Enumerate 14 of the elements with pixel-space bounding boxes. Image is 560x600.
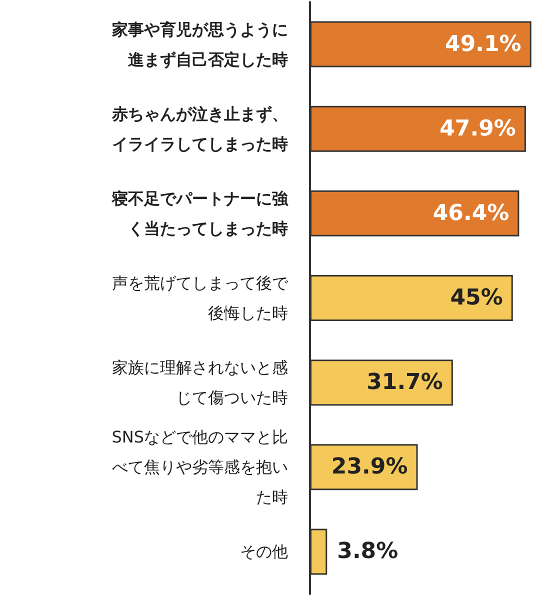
y-tick-label: 家族に理解されないと感じて傷ついた時 [112, 358, 288, 408]
data-label: 31.7% [366, 370, 443, 396]
y-tick-label: 声を荒げてしまって後で後悔した時 [112, 274, 289, 322]
y-tick-label: SNSなどで他のママと比べて焦りや劣等感を抱いた時 [112, 428, 288, 507]
y-tick-label: その他 [240, 542, 288, 562]
data-label: 3.8% [337, 539, 398, 564]
data-label: 47.9% [440, 116, 516, 142]
data-label: 23.9% [331, 454, 408, 480]
data-label: 49.1% [445, 32, 522, 57]
y-tick-label: 赤ちゃんが泣き止まず、イライラしてしまった時 [111, 104, 288, 154]
y-tick-label: 家事や育児が思うように進まず自己否定した時 [111, 20, 288, 69]
y-tick-label: 寝不足でパートナーに強く当たってしまった時 [111, 188, 289, 238]
data-label: 45% [450, 286, 503, 310]
data-label: 46.4% [432, 200, 510, 226]
